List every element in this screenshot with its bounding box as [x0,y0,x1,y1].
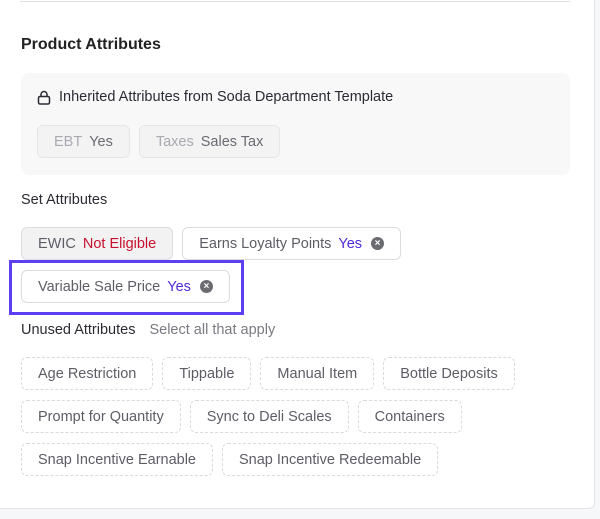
set-attributes-heading: Set Attributes [21,192,108,208]
highlight-box [9,260,244,315]
divider [20,1,570,2]
remove-icon[interactable]: × [371,237,385,250]
chip-key: EWIC [38,235,76,252]
chip-value: Yes [338,235,363,252]
unused-chip[interactable]: Containers [357,400,462,433]
set-chip-earns-loyalty-points[interactable]: Earns Loyalty Points Yes × [182,227,402,260]
chip-key: Variable Sale Price [38,278,161,295]
unused-chip[interactable]: Sync to Deli Scales [189,400,349,433]
chip-value: Sales Tax [200,133,264,150]
unused-attributes-heading: Unused Attributes Select all that apply [21,322,275,338]
remove-icon[interactable]: × [199,280,213,293]
unused-title: Unused Attributes [21,322,136,338]
unused-chip[interactable]: Snap Incentive Earnable [21,443,213,476]
lock-icon [37,90,51,105]
set-chip-variable-sale-price[interactable]: Variable Sale Price Yes × [21,270,230,303]
unused-chip[interactable]: Tippable [162,357,252,390]
unused-chip[interactable]: Age Restriction [21,357,154,390]
chip-value: Yes [167,278,191,295]
chip-key: Earns Loyalty Points [199,235,332,252]
unused-chip[interactable]: Bottle Deposits [383,357,515,390]
unused-chip[interactable]: Snap Incentive Redeemable [222,443,439,476]
unused-hint: Select all that apply [149,322,276,338]
chip-key: EBT [54,133,83,150]
section-title: Product Attributes [21,36,161,53]
inherited-chip-taxes: Taxes Sales Tax [138,125,281,158]
unused-chip[interactable]: Manual Item [260,357,375,390]
product-attributes-card: Product Attributes Inherited Attributes … [0,0,595,509]
inherited-heading: Inherited Attributes from Soda Departmen… [59,89,394,105]
set-chip-ewic[interactable]: EWIC Not Eligible [21,227,174,260]
chip-value: Yes [89,133,113,150]
chip-value: Not Eligible [82,235,157,252]
inherited-attributes-panel: Inherited Attributes from Soda Departmen… [21,73,570,175]
inherited-chip-ebt: EBT Yes [37,125,130,158]
unused-chip[interactable]: Prompt for Quantity [21,400,181,433]
chip-key: Taxes [155,133,194,150]
